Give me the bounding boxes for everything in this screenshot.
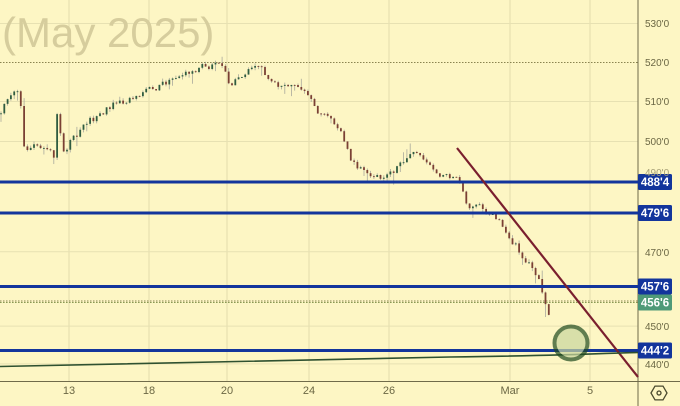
svg-text:490'0: 490'0 <box>645 168 670 179</box>
svg-text:510'0: 510'0 <box>645 97 670 108</box>
svg-text:500'0: 500'0 <box>645 137 670 148</box>
svg-text:(May 2025): (May 2025) <box>2 9 214 56</box>
svg-text:18: 18 <box>143 385 155 397</box>
svg-text:Mar: Mar <box>501 385 520 397</box>
svg-text:457'6: 457'6 <box>641 282 669 294</box>
svg-text:456'6: 456'6 <box>641 298 669 310</box>
svg-text:13: 13 <box>63 385 75 397</box>
svg-text:5: 5 <box>587 385 593 397</box>
svg-text:444'2: 444'2 <box>641 346 669 358</box>
svg-text:479'6: 479'6 <box>641 208 669 220</box>
svg-text:20: 20 <box>221 385 233 397</box>
svg-text:26: 26 <box>383 385 395 397</box>
svg-text:450'0: 450'0 <box>645 322 670 333</box>
svg-text:530'0: 530'0 <box>645 19 670 30</box>
svg-text:24: 24 <box>303 385 315 397</box>
svg-text:470'0: 470'0 <box>645 248 670 259</box>
svg-text:520'0: 520'0 <box>645 58 670 69</box>
svg-text:440'0: 440'0 <box>645 360 670 371</box>
